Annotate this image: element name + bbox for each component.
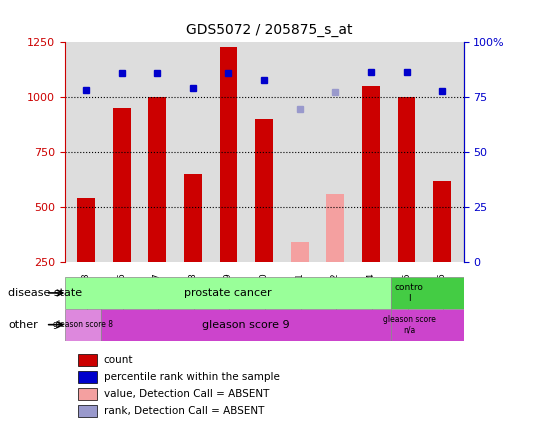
Text: GDS5072 / 205875_s_at: GDS5072 / 205875_s_at (186, 23, 353, 37)
Bar (433, 181, 451, 262)
Bar (219, 47, 237, 262)
Bar (65, 277, 391, 309)
Text: gleason score 8: gleason score 8 (53, 320, 113, 329)
Bar (148, 97, 166, 262)
Bar (78, 404, 96, 417)
Bar (113, 108, 130, 262)
Text: count: count (103, 355, 133, 365)
Text: gleason score 9: gleason score 9 (202, 320, 290, 330)
Bar (101, 309, 391, 341)
Bar (327, 194, 344, 262)
Bar (184, 174, 202, 262)
Bar (77, 198, 95, 262)
Text: other: other (8, 320, 38, 330)
Text: disease state: disease state (8, 288, 82, 298)
Bar (398, 97, 416, 262)
Bar (65, 309, 101, 341)
Text: rank, Detection Call = ABSENT: rank, Detection Call = ABSENT (103, 406, 264, 416)
Bar (255, 119, 273, 262)
Bar (391, 309, 464, 341)
Bar (78, 387, 96, 400)
Bar (362, 86, 380, 262)
Text: contro
l: contro l (395, 283, 424, 302)
Text: value, Detection Call = ABSENT: value, Detection Call = ABSENT (103, 389, 269, 399)
Bar (78, 354, 96, 366)
Bar (391, 277, 464, 309)
Text: gleason score
n/a: gleason score n/a (383, 315, 436, 334)
Bar (78, 371, 96, 383)
Text: prostate cancer: prostate cancer (184, 288, 272, 298)
Text: percentile rank within the sample: percentile rank within the sample (103, 372, 280, 382)
Bar (291, 242, 309, 262)
